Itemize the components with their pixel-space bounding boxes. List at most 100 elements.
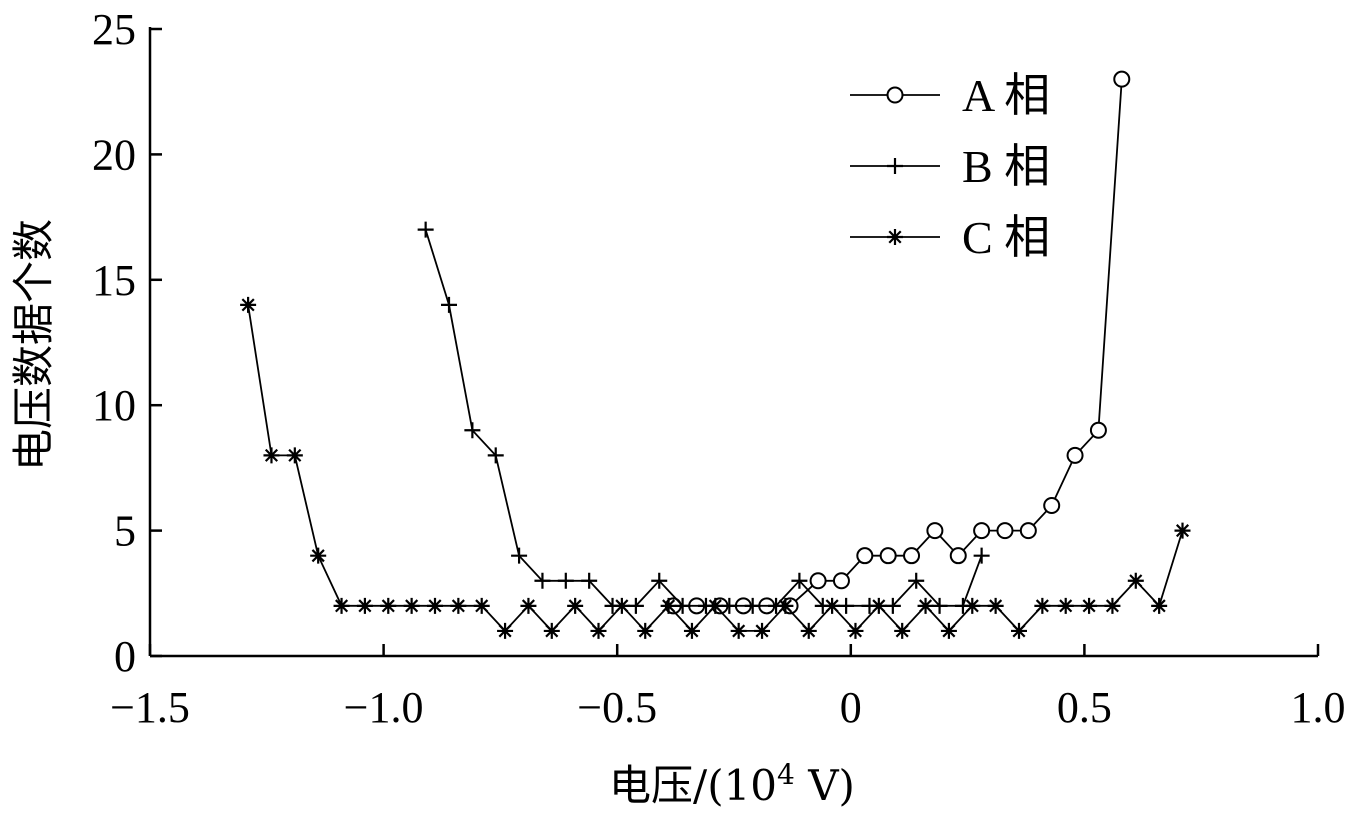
marker-shape <box>674 597 691 614</box>
data-point <box>534 572 551 589</box>
data-point <box>949 547 967 565</box>
data-point <box>1089 421 1107 439</box>
legend-item-2: B 相 <box>850 141 1050 192</box>
marker-shape <box>847 622 864 639</box>
marker-shape <box>931 597 948 614</box>
data-point <box>380 597 397 614</box>
x-axis-ticks: −1.5 −1.0 −0.5 0 0.5 1.0 <box>110 644 1346 732</box>
marker-shape <box>1019 522 1037 540</box>
marker-shape <box>800 622 817 639</box>
marker-shape <box>441 296 458 313</box>
data-point <box>426 597 443 614</box>
data-point <box>1019 522 1037 540</box>
data-point <box>627 597 644 614</box>
marker-shape <box>1010 622 1027 639</box>
marker-shape <box>497 622 514 639</box>
data-point <box>674 597 691 614</box>
marker-shape <box>557 572 574 589</box>
series-2 <box>417 221 990 614</box>
marker-shape <box>380 597 397 614</box>
marker-shape <box>240 296 257 313</box>
data-point <box>1043 497 1061 515</box>
marker-shape <box>856 547 874 565</box>
data-point <box>1127 572 1144 589</box>
data-point <box>1010 622 1027 639</box>
marker-shape <box>721 597 738 614</box>
series-line <box>673 79 1123 607</box>
data-point <box>791 572 808 589</box>
data-point <box>847 622 864 639</box>
marker-shape <box>838 597 855 614</box>
data-point <box>832 572 850 590</box>
data-point <box>543 622 560 639</box>
data-point <box>333 597 350 614</box>
data-point <box>973 547 990 564</box>
x-tick-label: 1.0 <box>1291 683 1346 732</box>
data-point <box>964 597 981 614</box>
marker-shape <box>464 422 481 439</box>
data-point <box>721 597 738 614</box>
data-point <box>240 296 257 313</box>
data-point <box>800 622 817 639</box>
legend-item-1: A 相 <box>850 70 1050 121</box>
y-axis-ticks: 0 5 10 15 20 25 <box>92 5 162 681</box>
data-point <box>487 447 504 464</box>
series-line <box>247 304 1184 633</box>
data-point <box>996 522 1014 540</box>
marker-shape <box>973 547 990 564</box>
data-point <box>557 572 574 589</box>
data-point <box>1066 446 1084 464</box>
marker-shape <box>511 547 528 564</box>
legend-label: B 相 <box>962 141 1050 192</box>
data-point <box>511 547 528 564</box>
marker-shape <box>987 597 1004 614</box>
axes <box>148 27 1318 658</box>
data-point <box>417 221 434 238</box>
data-point <box>824 597 841 614</box>
marker-shape <box>590 622 607 639</box>
data-point <box>744 597 761 614</box>
x-tick-label: −1.5 <box>110 683 190 732</box>
marker-shape <box>581 572 598 589</box>
data-point <box>464 422 481 439</box>
marker-shape <box>543 622 560 639</box>
marker-shape <box>417 221 434 238</box>
marker-shape <box>886 86 904 104</box>
marker-shape <box>903 547 921 565</box>
data-point <box>894 622 911 639</box>
data-point <box>441 296 458 313</box>
data-point <box>520 597 537 614</box>
marker-shape <box>894 622 911 639</box>
y-axis-title: 电压数据个数 <box>9 219 58 471</box>
x-tick-label: −1.0 <box>344 683 424 732</box>
marker-shape <box>473 597 490 614</box>
data-point <box>856 547 874 565</box>
data-point <box>613 597 630 614</box>
marker-shape <box>964 597 981 614</box>
data-point <box>473 597 490 614</box>
legend-marker <box>886 86 904 104</box>
marker-shape <box>1089 421 1107 439</box>
data-point <box>707 597 724 614</box>
marker-shape <box>310 547 327 564</box>
data-point <box>908 572 925 589</box>
legend-label: A 相 <box>962 70 1050 121</box>
marker-shape <box>791 572 808 589</box>
marker-shape <box>824 597 841 614</box>
data-point <box>310 547 327 564</box>
marker-shape <box>777 597 794 614</box>
data-point <box>903 547 921 565</box>
data-point <box>879 547 897 565</box>
marker-shape <box>887 229 903 245</box>
y-tick-label: 5 <box>114 507 136 556</box>
series-layer <box>240 70 1191 639</box>
data-point <box>926 522 944 540</box>
data-point <box>286 447 303 464</box>
marker-shape <box>567 597 584 614</box>
marker-shape <box>1113 70 1131 88</box>
marker-shape <box>996 522 1014 540</box>
data-point <box>1174 522 1191 539</box>
data-point <box>1113 70 1131 88</box>
data-point <box>356 597 373 614</box>
marker-shape <box>1104 597 1121 614</box>
